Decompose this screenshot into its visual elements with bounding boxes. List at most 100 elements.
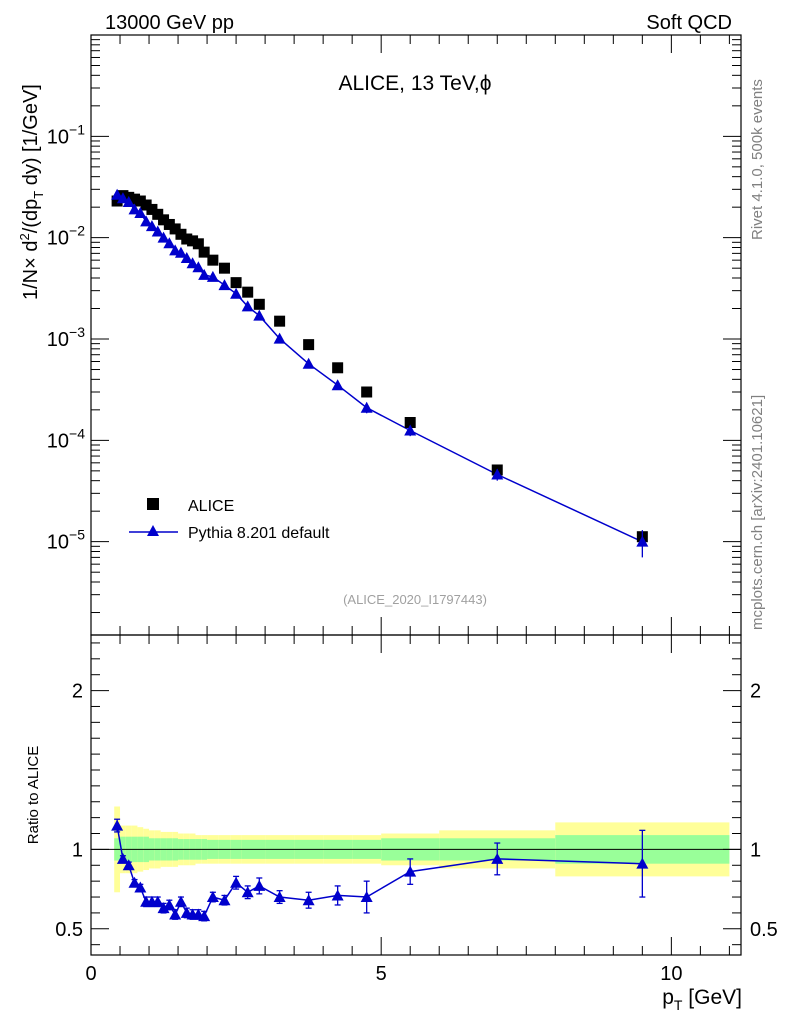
ratio-point [331, 889, 344, 901]
alice-point [146, 203, 158, 215]
ratio-point [134, 881, 147, 893]
main-panel: 10−5 10−4 10−3 10−2 10−1 ALICE, 13 TeV,ϕ (AL… [17, 34, 742, 636]
pythia-point [174, 246, 187, 258]
main-y-tick-label: 10−2 [47, 223, 85, 250]
ratio-point [253, 879, 266, 891]
alice-point [404, 417, 416, 429]
pythia-point [302, 357, 315, 369]
pythia-point [198, 268, 211, 280]
ratio-point [491, 852, 504, 864]
pythia-point [151, 225, 164, 237]
pythia-point [163, 237, 176, 249]
alice-point [140, 199, 152, 211]
alice-point [187, 235, 199, 247]
legend-pythia-label: Pythia 8.201 default [188, 525, 330, 542]
ratio-panel: 0.5 0.5 1 1 2 2 0 5 10 Ratio to ALICE pT [GeV] [25, 634, 778, 1013]
x-tick-label: 5 [376, 963, 387, 985]
ratio-point [230, 876, 243, 888]
alice-point [218, 262, 230, 274]
ratio-y-tick-label-right: 1 [750, 839, 761, 861]
alice-point [207, 254, 219, 266]
main-y-axis-title: 1/N× d2/(dpT dy) [1/GeV] [17, 84, 46, 300]
main-y-tick-label: 10−4 [47, 425, 85, 452]
alice-point [230, 277, 242, 289]
pythia-point [491, 468, 504, 480]
ratio-data-points [111, 818, 649, 922]
alice-point [303, 339, 315, 351]
pythia-point [140, 215, 153, 227]
ratio-point [206, 891, 219, 903]
pythia-point [192, 261, 205, 273]
alice-point [242, 286, 254, 298]
alice-point [175, 228, 187, 240]
main-y-tick-labels: 10−5 10−4 10−3 10−2 10−1 [47, 121, 85, 553]
pythia-point [157, 231, 170, 243]
ratio-point [111, 819, 124, 831]
ratio-plot-frame [90, 634, 742, 956]
alice-point [111, 195, 123, 207]
pythia-point [116, 192, 129, 204]
ratio-y-tick-label-right: 2 [750, 681, 761, 703]
rivet-version-label: Rivet 4.1.0, 500k events [749, 79, 766, 240]
source-label: mcplots.cern.ch [arXiv:2401.10621] [749, 395, 766, 630]
ratio-point [128, 876, 141, 888]
ratio-point [404, 865, 417, 877]
alice-point [158, 214, 170, 226]
x-tick-label: 10 [660, 963, 682, 985]
pythia-point [636, 535, 649, 547]
alice-point [169, 223, 181, 235]
pythia-point [331, 379, 344, 391]
ratio-point [169, 908, 182, 920]
ratio-point [302, 894, 315, 906]
ratio-point [174, 895, 187, 907]
main-y-tick-label: 10−1 [47, 121, 85, 148]
pythia-point [404, 424, 417, 436]
pythia-data-points [111, 188, 649, 558]
alice-point [181, 233, 193, 245]
header-right-label: Soft QCD [646, 12, 732, 34]
header-left-label: 13000 GeV pp [105, 12, 234, 34]
x-tick-label: 0 [85, 963, 96, 985]
legend-alice-marker [147, 498, 159, 510]
alice-point [134, 195, 146, 207]
alice-point [332, 362, 344, 374]
legend-alice-label: ALICE [188, 498, 234, 515]
alice-point [274, 315, 286, 327]
ratio-y-axis-title: Ratio to ALICE [25, 746, 42, 844]
analysis-id-label: (ALICE_2020_I1797443) [343, 592, 487, 607]
alice-point [129, 193, 141, 205]
alice-point [163, 218, 175, 230]
main-y-tick-label: 10−3 [47, 324, 85, 351]
ratio-point [636, 857, 649, 869]
ratio-y-tick-label-right: 0.5 [750, 919, 778, 941]
ratio-axis-ticks [90, 635, 741, 955]
main-plot-title: ALICE, 13 TeV,ϕ [338, 72, 491, 95]
pythia-point [218, 279, 231, 291]
pythia-point [206, 270, 219, 282]
ratio-tick-labels: 0.5 0.5 1 1 2 2 0 5 10 [55, 681, 778, 985]
ratio-point [157, 902, 170, 914]
pythia-point [180, 252, 193, 264]
ratio-point [198, 910, 211, 922]
pythia-point [241, 300, 254, 312]
ratio-point [122, 859, 135, 871]
main-y-tick-label: 10−5 [47, 527, 85, 554]
pythia-point [111, 188, 124, 200]
alice-data-points [111, 190, 648, 543]
pythia-point [253, 309, 266, 321]
pythia-point [145, 220, 158, 232]
ratio-y-tick-label-left: 2 [72, 681, 83, 703]
ratio-point [163, 898, 176, 910]
ratio-point [360, 891, 373, 903]
pythia-point [128, 203, 141, 215]
alice-point [192, 238, 204, 250]
ratio-y-tick-label-left: 1 [72, 839, 83, 861]
pythia-point [186, 257, 199, 269]
alice-point [198, 246, 210, 258]
legend: ALICE Pythia 8.201 default [129, 498, 330, 542]
pythia-point [360, 401, 373, 413]
main-axis-ticks [90, 34, 741, 635]
alice-point [253, 298, 265, 310]
ratio-point [218, 894, 231, 906]
